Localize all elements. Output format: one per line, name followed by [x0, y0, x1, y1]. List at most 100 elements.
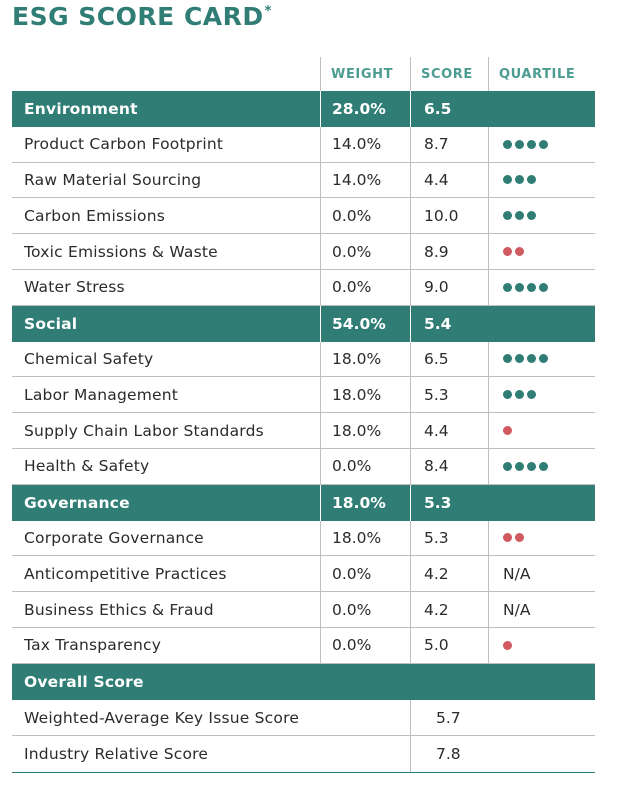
column-divider — [320, 162, 321, 198]
issue-weight: 18.0% — [332, 528, 382, 547]
title-footnote-mark: * — [264, 4, 272, 19]
table-row: Tax Transparency 0.0% 5.0 — [12, 627, 595, 664]
quartile-dots — [503, 139, 548, 149]
quartile-dot-icon — [515, 533, 524, 543]
column-divider — [488, 341, 489, 377]
quartile-text: N/A — [503, 600, 531, 619]
column-divider — [488, 126, 489, 162]
table-row: Labor Management 18.0% 5.3 — [12, 377, 595, 414]
table-row: Anticompetitive Practices 0.0% 4.2 N/A — [12, 556, 595, 593]
issue-weight: 0.0% — [332, 242, 372, 261]
quartile-dot-icon — [515, 390, 524, 400]
quartile-dot-icon — [503, 282, 512, 292]
issue-score: 9.0 — [424, 278, 449, 297]
issue-score: 10.0 — [424, 206, 459, 225]
issue-weight: 0.0% — [332, 564, 372, 583]
quartile-dot-icon — [515, 139, 524, 149]
column-divider — [488, 377, 489, 413]
issue-weight: 14.0% — [332, 135, 382, 154]
quartile-dot-icon — [539, 139, 548, 149]
issue-quartile: N/A — [488, 556, 595, 591]
issue-label: Supply Chain Labor Standards — [24, 421, 264, 440]
issue-label: Carbon Emissions — [24, 206, 166, 225]
column-divider — [320, 57, 321, 91]
table-row: Raw Material Sourcing 14.0% 4.4 — [12, 162, 595, 199]
column-divider — [410, 413, 411, 448]
issue-quartile — [488, 449, 595, 484]
quartile-dot-icon — [527, 390, 536, 400]
column-divider — [410, 162, 411, 198]
page-title: ESG SCORE CARD* — [12, 2, 272, 31]
quartile-dot-icon — [527, 354, 536, 364]
quartile-dot-icon — [503, 533, 512, 543]
quartile-dot-icon — [539, 282, 548, 292]
quartile-dot-icon — [503, 247, 512, 257]
issue-quartile — [488, 413, 595, 448]
issue-quartile — [488, 342, 595, 377]
quartile-dots — [503, 247, 524, 257]
issue-label: Water Stress — [24, 278, 125, 297]
column-divider — [488, 162, 489, 198]
issue-label: Health & Safety — [24, 457, 150, 476]
overall-score-rows: Weighted-Average Key Issue Score 5.7 Indus… — [12, 699, 595, 773]
issue-quartile — [488, 521, 595, 556]
section-name: Social — [24, 314, 78, 333]
quartile-dots — [503, 175, 536, 185]
column-divider — [488, 269, 489, 305]
column-divider — [320, 448, 321, 484]
column-divider — [410, 520, 411, 556]
quartile-dot-icon — [503, 640, 512, 650]
issue-weight: 18.0% — [332, 421, 382, 440]
column-divider — [320, 91, 321, 127]
column-divider — [320, 520, 321, 556]
quartile-dot-icon — [503, 390, 512, 400]
column-divider — [410, 627, 411, 663]
issue-score: 8.7 — [424, 135, 449, 154]
issue-label: Anticompetitive Practices — [24, 564, 227, 583]
column-divider — [410, 341, 411, 377]
esg-score-table: WEIGHT SCORE QUARTILE Environment 28.0% 6.… — [12, 57, 595, 773]
table-row: Supply Chain Labor Standards 18.0% 4.4 — [12, 413, 595, 449]
column-divider — [320, 484, 321, 521]
issue-weight: 14.0% — [332, 170, 382, 189]
issue-quartile: N/A — [488, 592, 595, 627]
issue-weight: 0.0% — [332, 278, 372, 297]
table-row: Health & Safety 0.0% 8.4 — [12, 448, 595, 485]
table-row: Product Carbon Footprint 14.0% 8.7 — [12, 126, 595, 163]
quartile-dots — [503, 533, 524, 543]
overall-row: Industry Relative Score 7.8 — [12, 736, 595, 773]
quartile-dot-icon — [515, 282, 524, 292]
section-score: 6.5 — [424, 99, 452, 118]
column-divider — [320, 305, 321, 342]
column-divider — [320, 269, 321, 305]
column-divider — [410, 269, 411, 305]
column-divider — [488, 448, 489, 484]
quartile-dot-icon — [515, 354, 524, 364]
column-divider — [320, 234, 321, 269]
column-divider — [410, 484, 411, 521]
issue-score: 4.2 — [424, 600, 449, 619]
column-divider — [410, 377, 411, 413]
quartile-dot-icon — [503, 354, 512, 364]
quartile-dot-icon — [503, 139, 512, 149]
column-divider — [320, 198, 321, 234]
section-name: Governance — [24, 493, 130, 512]
overall-label: Industry Relative Score — [24, 745, 209, 763]
issue-score: 4.4 — [424, 421, 449, 440]
quartile-dot-icon — [503, 175, 512, 185]
issue-quartile — [488, 270, 595, 305]
section-row-overall: Overall Score — [12, 663, 595, 700]
column-divider — [488, 592, 489, 627]
issue-score: 5.3 — [424, 528, 449, 547]
column-divider — [410, 556, 411, 592]
quartile-dots — [503, 426, 512, 436]
column-divider — [410, 91, 411, 127]
quartile-dot-icon — [527, 282, 536, 292]
quartile-dots — [503, 640, 512, 650]
issue-score: 8.9 — [424, 242, 449, 261]
column-divider — [488, 520, 489, 556]
column-divider — [410, 592, 411, 627]
column-divider — [488, 627, 489, 663]
column-divider — [488, 413, 489, 448]
quartile-dots — [503, 354, 548, 364]
